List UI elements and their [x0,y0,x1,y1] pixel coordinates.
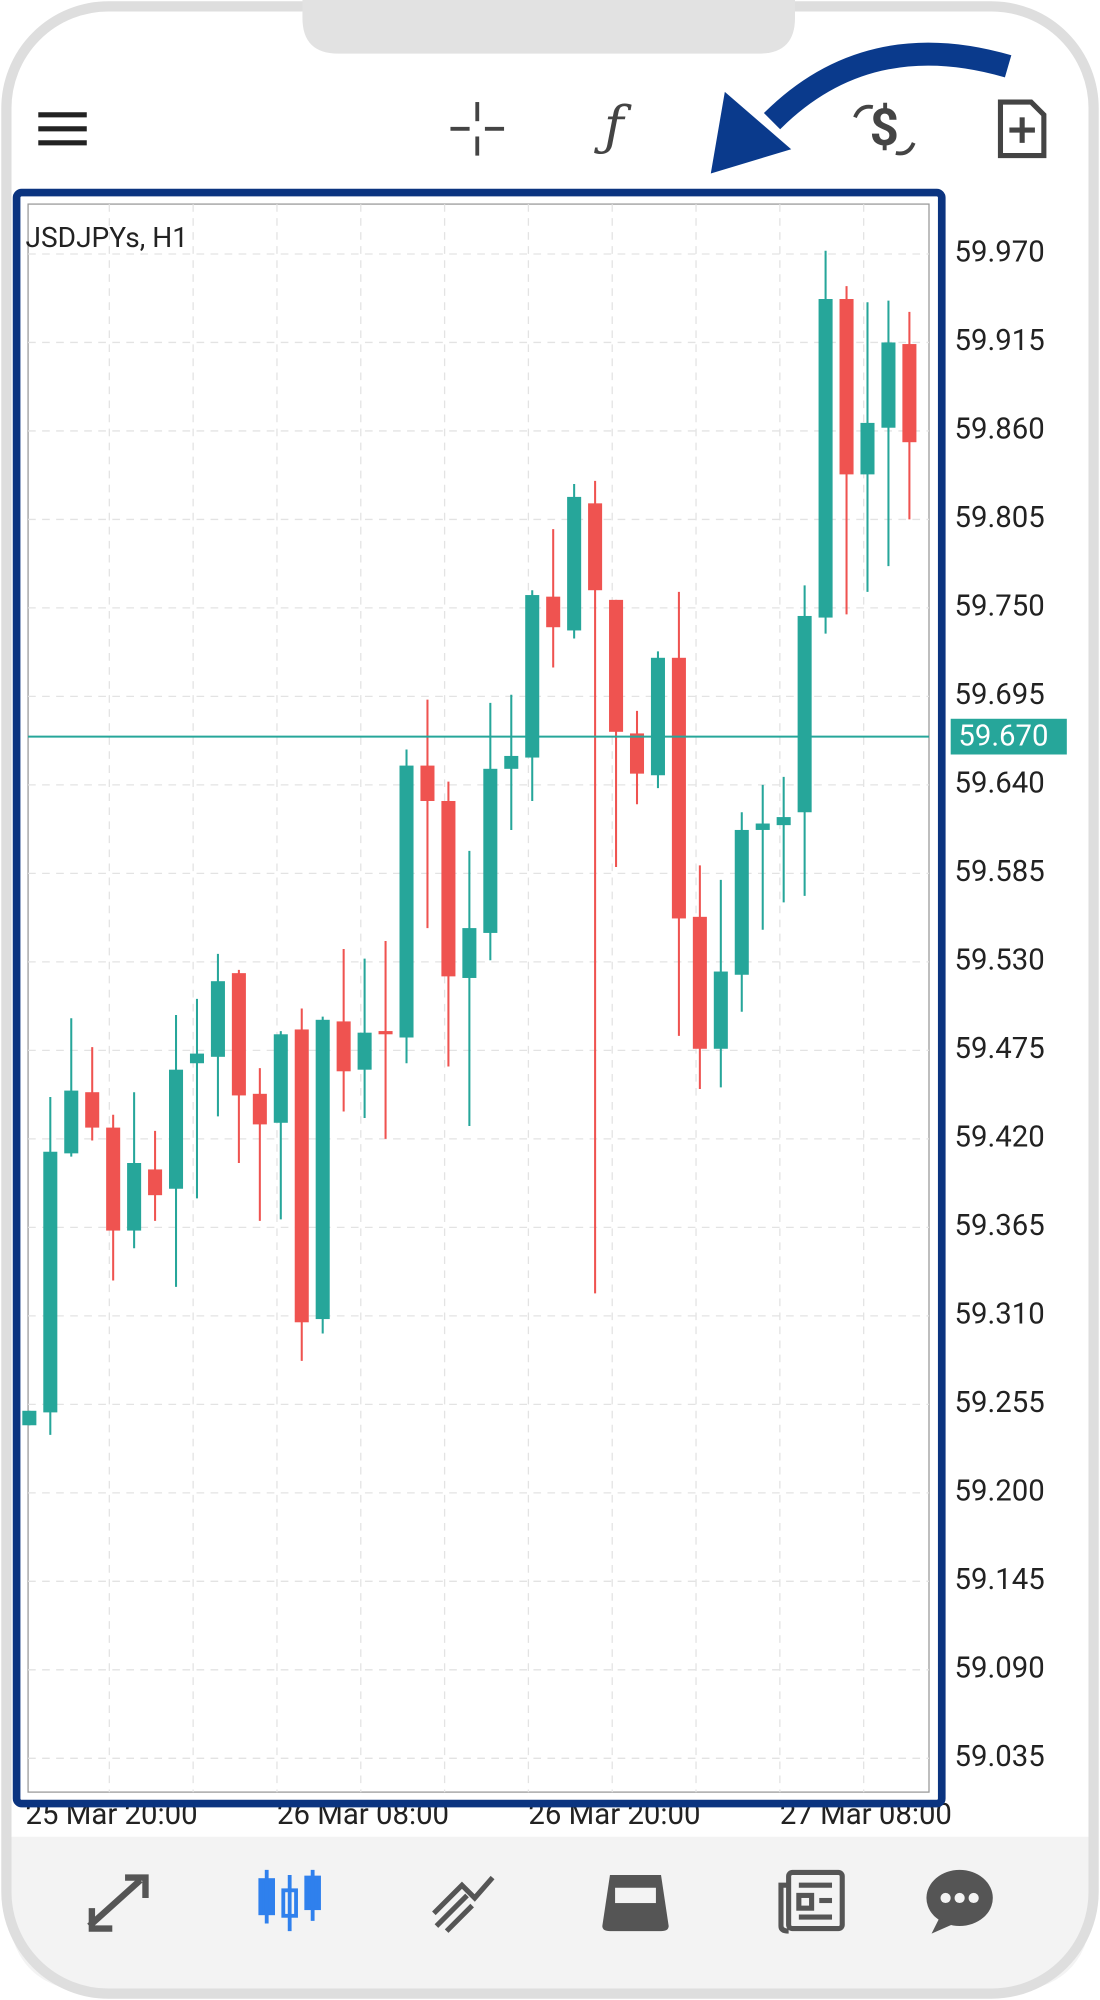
candle-body [797,615,812,813]
nav-history[interactable] [602,1875,669,1932]
candle-body [755,823,770,830]
candle-body [420,765,435,801]
candle-body [588,503,603,591]
candle-body [462,928,477,978]
candle-body [525,595,540,758]
y-tick-label: 59.915 [955,324,1045,358]
candle-body [881,342,896,428]
candle-body [650,657,665,776]
candle-body [357,1032,372,1070]
annotation-arrow-head [710,91,792,174]
candle-body [734,829,749,975]
y-tick-label: 59.970 [955,236,1045,270]
y-tick-label: 59.255 [955,1386,1045,1420]
highlight-frame [12,188,946,1808]
candle-body [148,1169,163,1196]
candle-body [441,800,456,977]
candle-body [546,596,561,628]
trade-button[interactable]: $ [853,99,916,158]
new-order-button[interactable] [997,99,1047,159]
svg-text:$: $ [870,99,899,158]
nav-chart[interactable] [258,1869,321,1932]
candle-body [378,1031,393,1035]
y-tick-label: 59.310 [955,1298,1045,1332]
y-tick-label: 59.585 [955,855,1045,889]
y-tick-label: 59.530 [955,944,1045,978]
chart-title: JSDJPYs, H1 [26,221,189,254]
current-price-box [950,718,1067,755]
y-tick-label: 59.640 [955,767,1045,801]
candle-body [504,755,519,769]
candle-body [483,768,498,933]
candle-body [609,599,624,732]
candle-body [839,299,854,475]
y-tick-label: 59.090 [955,1652,1045,1686]
y-tick-label: 59.365 [955,1209,1045,1243]
candle-body [169,1069,184,1189]
candle-body [671,657,686,919]
candle-body [567,496,582,631]
candle-body [902,344,917,443]
y-tick-label: 59.860 [955,413,1045,447]
chart: 59.970 59.915 59.860 59.805 59.750 59.695 59.6… [22,203,1067,1832]
y-tick-label: 59.750 [955,590,1045,624]
candle-body [273,1034,288,1123]
candle-body [818,299,833,618]
candle-body [189,1053,204,1064]
y-tick-label: 59.475 [955,1032,1045,1066]
nav-trade[interactable] [432,1875,495,1933]
y-tick-label: 59.805 [955,501,1045,535]
y-tick-label: 59.145 [955,1563,1045,1597]
candle-body [860,422,875,475]
nav-news[interactable] [778,1869,845,1934]
candle-body [85,1092,100,1128]
candle-body [64,1090,79,1154]
candle-body [776,817,791,826]
annotation-arrow [763,42,1012,130]
bottom-nav-bg [7,1836,1093,1993]
candle-body [106,1127,121,1231]
candle-body [252,1093,267,1125]
crosshair-button[interactable] [450,102,505,156]
candle-body [399,765,414,1038]
candle-body [210,981,225,1057]
candle-body [692,916,707,1049]
y-tick-label: 59.035 [955,1740,1045,1774]
candle-body [336,1021,351,1072]
candle-body [231,973,246,1096]
nav-chat[interactable] [926,1869,993,1934]
plot-area [27,203,930,1793]
candle-body [629,733,645,774]
candle-body [713,971,728,1049]
candle-body [22,1410,37,1426]
candle-body [315,1019,330,1320]
y-tick-label: 59.420 [955,1121,1045,1155]
candle-body [127,1163,142,1231]
notch [302,0,796,54]
current-price-label: 59.670 [958,720,1048,754]
candle-body [294,1029,309,1323]
candle-body [43,1151,58,1413]
nav-quotes[interactable] [87,1874,149,1932]
menu-button[interactable] [38,112,87,146]
y-tick-label: 59.200 [955,1475,1045,1509]
y-tick-label: 59.695 [955,678,1045,712]
